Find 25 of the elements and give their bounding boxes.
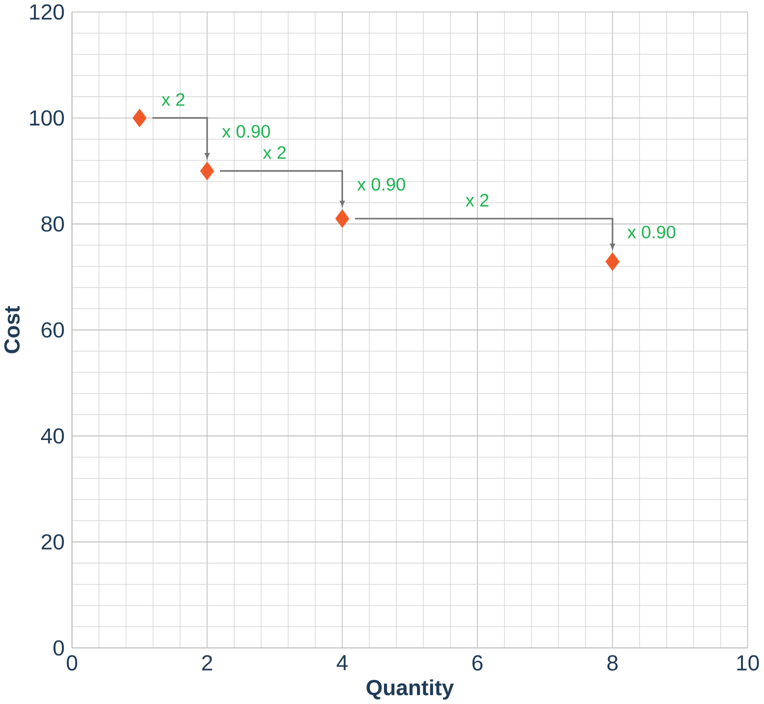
y-tick-label: 80: [42, 216, 64, 232]
point: [606, 252, 620, 271]
x-tick-label: 4: [336, 655, 348, 670]
x-tick-label: 10: [737, 655, 759, 671]
annotation: x 2: [162, 93, 184, 106]
y-axis-title: Cost: [4, 306, 20, 354]
x-tick-label: 2: [202, 655, 212, 670]
point: [200, 162, 214, 180]
annotation: x 2: [262, 146, 286, 159]
x-tick-label: 0: [66, 655, 78, 671]
x-tick-label: 8: [607, 655, 618, 671]
y-tick-label: 60: [42, 322, 64, 338]
y-tick-label: 40: [41, 428, 64, 444]
y-tick-label: 20: [42, 534, 64, 550]
y-tick-label: 100: [30, 110, 64, 126]
y-tick-label: 0: [53, 640, 64, 656]
annotation: x 0.90: [627, 226, 676, 238]
y-tick-label: 120: [30, 4, 64, 20]
annotation: x 0.90: [222, 125, 270, 138]
point: [335, 209, 350, 228]
x-tick-label: 6: [472, 655, 482, 671]
annotation: x 2: [466, 194, 488, 206]
annotation: x 0.90: [357, 178, 406, 191]
point: [132, 108, 147, 128]
x-axis-title: Quantity: [366, 679, 454, 700]
